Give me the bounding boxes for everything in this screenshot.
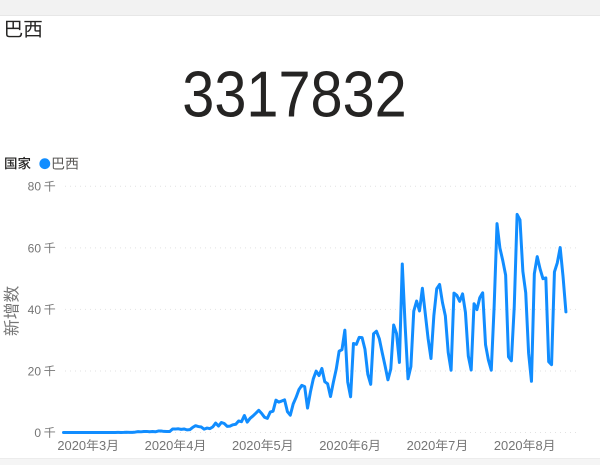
svg-text:0: 0 [34, 426, 41, 440]
svg-text:2020: 2020 [494, 438, 523, 453]
svg-text:2020: 2020 [232, 438, 261, 453]
svg-text:3: 3 [99, 438, 106, 453]
svg-text:6: 6 [361, 438, 368, 453]
svg-text:5: 5 [274, 438, 281, 453]
svg-text:4: 4 [186, 438, 193, 453]
svg-text:2020: 2020 [407, 438, 436, 453]
svg-text:60: 60 [28, 241, 42, 255]
svg-text:80: 80 [28, 180, 42, 194]
svg-text:7: 7 [448, 438, 455, 453]
svg-text:3317832: 3317832 [182, 58, 406, 130]
svg-text:2020: 2020 [57, 438, 86, 453]
svg-text:20: 20 [28, 364, 42, 378]
svg-text:2020: 2020 [145, 438, 174, 453]
svg-text:8: 8 [535, 438, 542, 453]
svg-text:2020: 2020 [319, 438, 348, 453]
svg-text:40: 40 [28, 303, 42, 317]
